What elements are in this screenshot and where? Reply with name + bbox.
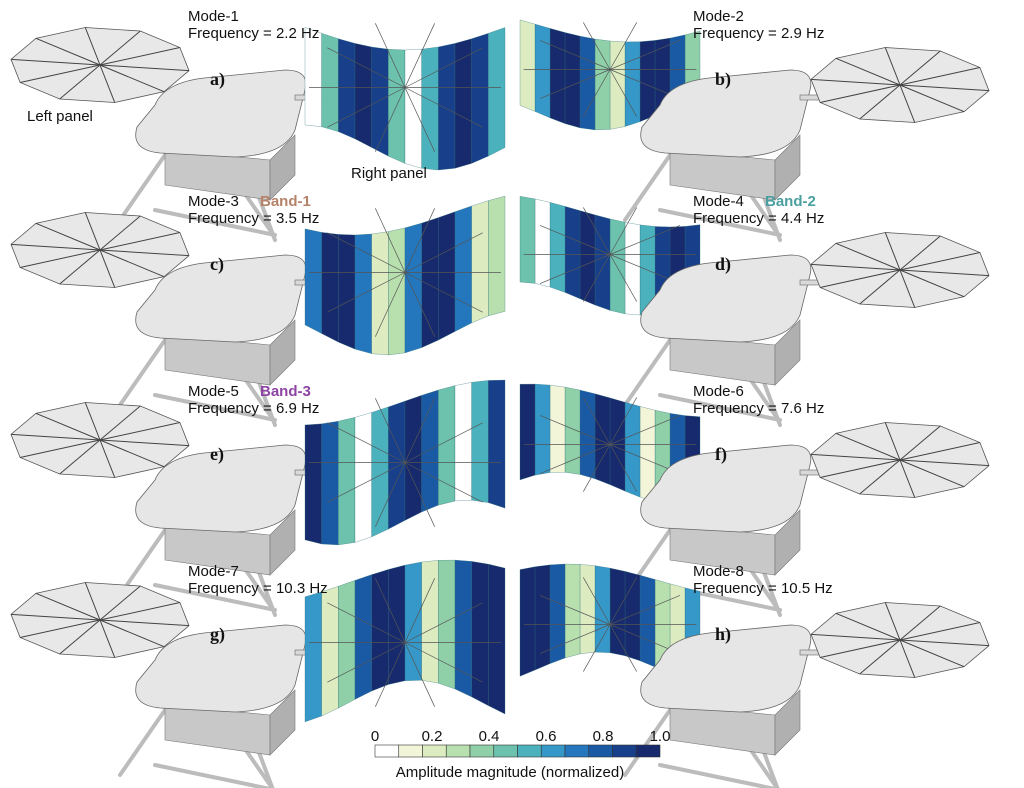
deformed-right-panel [304,379,506,546]
panel-letter: b) [715,69,731,90]
colorbar: 0 0.2 0.4 0.6 0.8 1.0 Amplitude magnitude (no… [371,728,671,781]
panel-letter: e) [210,444,224,465]
mode-label: Mode-6 [693,383,744,400]
colorbar-cell [374,744,400,758]
mode-label: Mode-5 [188,383,239,400]
colorbar-cell [635,744,661,758]
colorbar-tick-label: 0 [371,728,379,745]
colorbar-cell [612,744,637,758]
spacecraft-body [623,69,841,242]
frequency-label: Frequency = 6.9 Hz [188,400,319,417]
colorbar-cell [469,744,495,758]
spacecraft-body [118,624,336,788]
mode-label: Mode-1 [188,8,239,25]
colorbar-label: Amplitude magnitude (normalized) [396,764,624,781]
colorbar-cell [398,744,423,758]
left-solar-panel [10,212,190,288]
frequency-label: Frequency = 2.2 Hz [188,25,319,42]
panel-letter: c) [210,254,224,275]
mode-label: Mode-7 [188,563,239,580]
colorbar-ticks: 0 0.2 0.4 0.6 0.8 1.0 [371,728,671,745]
frequency-label: Frequency = 10.3 Hz [188,580,328,597]
panel-letter: d) [715,254,731,275]
spacecraft-body [623,444,841,617]
colorbar-cell [517,744,542,758]
colorbar-cell [564,744,590,758]
right-solar-panel [810,47,990,123]
left-solar-panel [10,402,190,478]
mode-label: Mode-8 [693,563,744,580]
panel-letter: g) [210,624,225,645]
band-label: Band-3 [260,383,311,400]
left-panel-annotation: Left panel [27,108,93,125]
colorbar-tick-label: 1.0 [650,728,671,745]
deformed-left-panel [519,383,701,505]
colorbar-cell [422,744,447,758]
deformed-right-panel [304,559,506,723]
frequency-label: Frequency = 4.4 Hz [693,210,824,227]
colorbar-tick-label: 0.6 [536,728,557,745]
colorbar-cells [374,744,661,758]
panel-letter: h) [715,624,731,645]
mode-label: Mode-3 [188,193,239,210]
spacecraft-body [623,254,841,427]
left-solar-panel [10,582,190,658]
colorbar-cell [493,744,518,758]
panel-letter: f) [715,444,727,465]
frequency-label: Frequency = 2.9 Hz [693,25,824,42]
spacecraft-body [118,69,336,242]
frequency-label: Frequency = 10.5 Hz [693,580,833,597]
right-panel-annotation: Right panel [351,165,427,182]
colorbar-tick-label: 0.2 [422,728,443,745]
frequency-label: Frequency = 3.5 Hz [188,210,319,227]
spacecraft-body [623,624,841,788]
mode-label: Mode-2 [693,8,744,25]
right-solar-panel [810,422,990,498]
colorbar-cell [445,744,471,758]
band-label: Band-1 [260,193,311,210]
deformed-right-panel [304,23,506,171]
colorbar-cell [588,744,613,758]
frequency-label: Frequency = 7.6 Hz [693,400,824,417]
mode-label: Mode-4 [693,193,744,210]
right-solar-panel [810,232,990,308]
left-solar-panel [10,27,190,103]
colorbar-tick-label: 0.4 [479,728,500,745]
band-label: Band-2 [765,193,816,210]
colorbar-cell [540,744,566,758]
right-solar-panel [810,602,990,678]
deformed-right-panel [304,195,506,356]
panel-letter: a) [210,69,225,90]
colorbar-tick-label: 0.8 [593,728,614,745]
spacecraft-body [118,444,336,617]
